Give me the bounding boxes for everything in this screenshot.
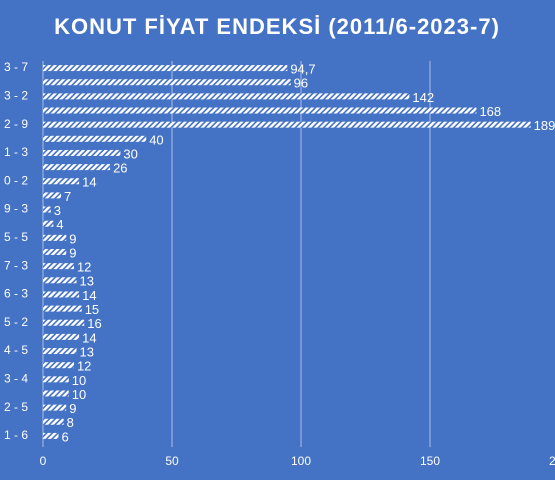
bar: [43, 164, 111, 171]
y-tick-label: 7 - 3: [4, 258, 28, 272]
value-label: 26: [113, 161, 127, 176]
bar: [43, 376, 69, 383]
bar: [43, 277, 77, 284]
value-label: 12: [77, 359, 91, 374]
value-label: 10: [72, 373, 86, 388]
x-tick-label: 150: [420, 454, 440, 468]
bar: [43, 291, 80, 298]
value-label: 40: [149, 132, 163, 147]
y-tick-label: 0 - 2: [4, 173, 28, 187]
bar: [43, 432, 59, 439]
bar: [43, 65, 288, 72]
value-label: 14: [82, 288, 96, 303]
bar: [43, 305, 82, 312]
bar: [43, 404, 67, 411]
value-label: 9: [69, 245, 76, 260]
bar: [43, 263, 74, 270]
y-tick-label: 3 - 7: [4, 60, 28, 74]
value-label: 8: [67, 415, 74, 430]
value-label: 16: [87, 316, 101, 331]
y-tick-label: 6 - 3: [4, 287, 28, 301]
value-label: 13: [80, 344, 94, 359]
x-tick-label: 100: [291, 454, 311, 468]
bar: [43, 390, 69, 397]
y-tick-label: 3 - 4: [4, 372, 28, 386]
x-tick-label: 50: [165, 454, 179, 468]
bar: [43, 192, 62, 199]
x-tick-label: 0: [40, 454, 47, 468]
y-tick-label: 5 - 5: [4, 230, 28, 244]
bar: [43, 206, 51, 213]
value-label: 7: [64, 189, 71, 204]
bar: [43, 348, 77, 355]
y-tick-label: 1 - 3: [4, 145, 28, 159]
value-label: 96: [294, 76, 308, 91]
value-label: 12: [77, 260, 91, 275]
value-label: 30: [123, 146, 137, 161]
value-label: 3: [54, 203, 61, 218]
x-tick-label: 200: [549, 454, 555, 468]
value-label: 14: [82, 330, 96, 345]
value-label: 9: [69, 401, 76, 416]
y-tick-label: 2 - 9: [4, 117, 28, 131]
bar: [43, 107, 477, 114]
y-tick-label: 9 - 3: [4, 202, 28, 216]
bar: [43, 418, 64, 425]
bar: [43, 234, 67, 241]
value-label: 94,7: [290, 62, 315, 77]
bar: [43, 220, 54, 227]
bar: [43, 333, 80, 340]
bar: [43, 149, 121, 156]
y-tick-label: 1 - 6: [4, 428, 28, 442]
y-tick-label: 3 - 2: [4, 89, 28, 103]
y-tick-label: 2 - 5: [4, 400, 28, 414]
value-label: 9: [69, 231, 76, 246]
bar: [43, 93, 410, 100]
value-label: 13: [80, 274, 94, 289]
value-label: 15: [85, 302, 99, 317]
value-label: 14: [82, 175, 96, 190]
value-label: 10: [72, 387, 86, 402]
value-label: 168: [479, 104, 501, 119]
bar: [43, 362, 74, 369]
value-label: 6: [61, 429, 68, 444]
chart-title: KONUT FİYAT ENDEKSİ (2011/6-2023-7): [54, 14, 500, 39]
value-label: 4: [56, 217, 63, 232]
bar: [43, 79, 291, 86]
y-tick-label: 5 - 2: [4, 315, 28, 329]
bar: [43, 319, 85, 326]
y-tick-label: 4 - 5: [4, 343, 28, 357]
bar: [43, 121, 531, 128]
bar: [43, 249, 67, 255]
bar: [43, 178, 80, 185]
value-label: 189: [534, 118, 555, 133]
value-label: 142: [412, 90, 434, 105]
bar: [43, 135, 147, 142]
